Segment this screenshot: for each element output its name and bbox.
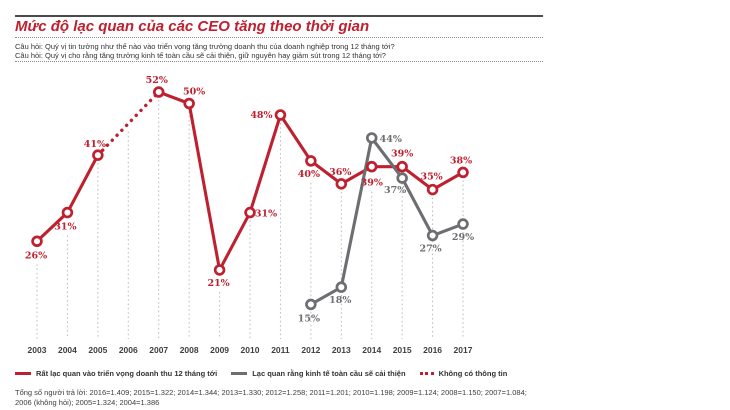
gray-point-label-2013: 18% [329, 295, 351, 306]
red-point-label-2013: 36% [329, 167, 351, 178]
gray-point-label-2017: 29% [452, 232, 474, 243]
red-point-label-2003: 26% [25, 250, 47, 261]
red-point-2005 [92, 149, 104, 161]
red-point-2008 [183, 97, 195, 110]
gray-point-label-2016: 27% [419, 244, 441, 255]
year-label-2011: 2011 [271, 345, 290, 355]
red-line-swatch [15, 372, 31, 375]
gray-line-swatch [231, 372, 248, 375]
red-point-label-2005: 41% [84, 139, 106, 150]
year-label-2003: 2003 [28, 345, 47, 355]
gray-point-2017 [457, 218, 469, 230]
dotted-divider-questions [15, 61, 543, 62]
red-point-label-2017: 38% [450, 155, 472, 166]
gray-point-2013 [335, 281, 348, 293]
red-point-2004 [61, 206, 74, 219]
red-point-label-2014: 39% [361, 178, 383, 189]
red-point-label-2010: 31% [255, 209, 277, 220]
gray-point-label-2014: 44% [380, 134, 402, 145]
respondents-note: Tổng số người trả lời: 2016=1.409; 2015=… [15, 388, 575, 408]
chart-legend: Rất lạc quan vào triển vọng doanh thu 12… [15, 369, 575, 378]
red-point-2003 [31, 235, 43, 248]
red-point-label-2015: 39% [391, 149, 413, 160]
year-label-2012: 2012 [301, 345, 320, 355]
respondents-note-line-2: 2006 (không hỏi); 2005=1.324; 2004=1.386 [15, 398, 160, 407]
legend-label: Không có thông tin [438, 369, 508, 378]
legend-label: Lạc quan rằng kinh tế toàn cầu sẽ cải th… [252, 369, 406, 378]
red-point-label-2012: 40% [298, 169, 320, 180]
year-label-2010: 2010 [241, 345, 260, 355]
red-point-label-2004: 31% [54, 222, 76, 233]
year-label-2009: 2009 [210, 345, 229, 355]
gray-line [310, 136, 464, 306]
gray-point-2016 [426, 229, 439, 242]
dotted-divider-top [15, 37, 543, 38]
red-point-2011 [274, 109, 287, 121]
red-point-2009 [213, 264, 226, 276]
red-point-label-2007: 52% [146, 75, 168, 86]
page-title: Mức độ lạc quan của các CEO tăng theo th… [15, 18, 370, 35]
gray-point-label-2015: 37% [384, 185, 406, 196]
red-dotted-swatch [419, 372, 434, 375]
survey-question-2: Câu hỏi: Quý vị cho rằng tăng trưởng kin… [15, 51, 386, 60]
red-point-label-2011: 48% [250, 110, 272, 121]
red-dotted-no-data-segment [96, 90, 161, 157]
legend-item-no-data: Không có thông tin [419, 369, 508, 378]
top-rule [15, 15, 543, 17]
gray-point-2012 [305, 298, 317, 311]
red-point-label-2008: 50% [183, 87, 205, 98]
year-label-2016: 2016 [423, 345, 442, 355]
red-point-2007 [152, 86, 165, 98]
year-label-2015: 2015 [393, 345, 412, 355]
gray-point-2014 [365, 132, 378, 144]
year-label-2014: 2014 [362, 345, 381, 355]
year-label-2007: 2007 [149, 345, 168, 355]
red-point-2016 [426, 183, 439, 196]
respondents-note-line-1: Tổng số người trả lời: 2016=1.409; 2015=… [15, 388, 527, 397]
year-label-2004: 2004 [58, 345, 77, 355]
gray-point-2015 [396, 172, 408, 184]
year-label-2013: 2013 [332, 345, 351, 355]
ceo-optimism-line-chart: 2003 2004 2005 2006 2007 2008 2009 2010 2011 2012… [25, 75, 474, 355]
legend-label: Rất lạc quan vào triển vọng doanh thu 12… [36, 369, 218, 378]
legend-item-revenue-confidence: Rất lạc quan vào triển vọng doanh thu 12… [15, 369, 217, 378]
red-point-2012 [305, 155, 317, 167]
year-label-2017: 2017 [454, 345, 473, 355]
red-point-label-2016: 35% [420, 172, 442, 183]
survey-question-1: Câu hỏi: Quý vị tin tưởng như thế nào và… [15, 42, 395, 51]
red-point-2015 [396, 160, 408, 173]
red-point-2014 [365, 160, 378, 173]
red-point-label-2009: 21% [207, 278, 229, 289]
year-label-2005: 2005 [88, 345, 107, 355]
gray-point-label-2012: 15% [298, 313, 320, 324]
year-label-2008: 2008 [180, 345, 199, 355]
legend-item-global-economy: Lạc quan rằng kinh tế toàn cầu sẽ cải th… [231, 369, 406, 378]
red-point-2013 [335, 178, 348, 190]
red-point-2017 [457, 166, 469, 179]
year-label-2006: 2006 [119, 345, 138, 355]
red-point-2010 [244, 206, 256, 219]
